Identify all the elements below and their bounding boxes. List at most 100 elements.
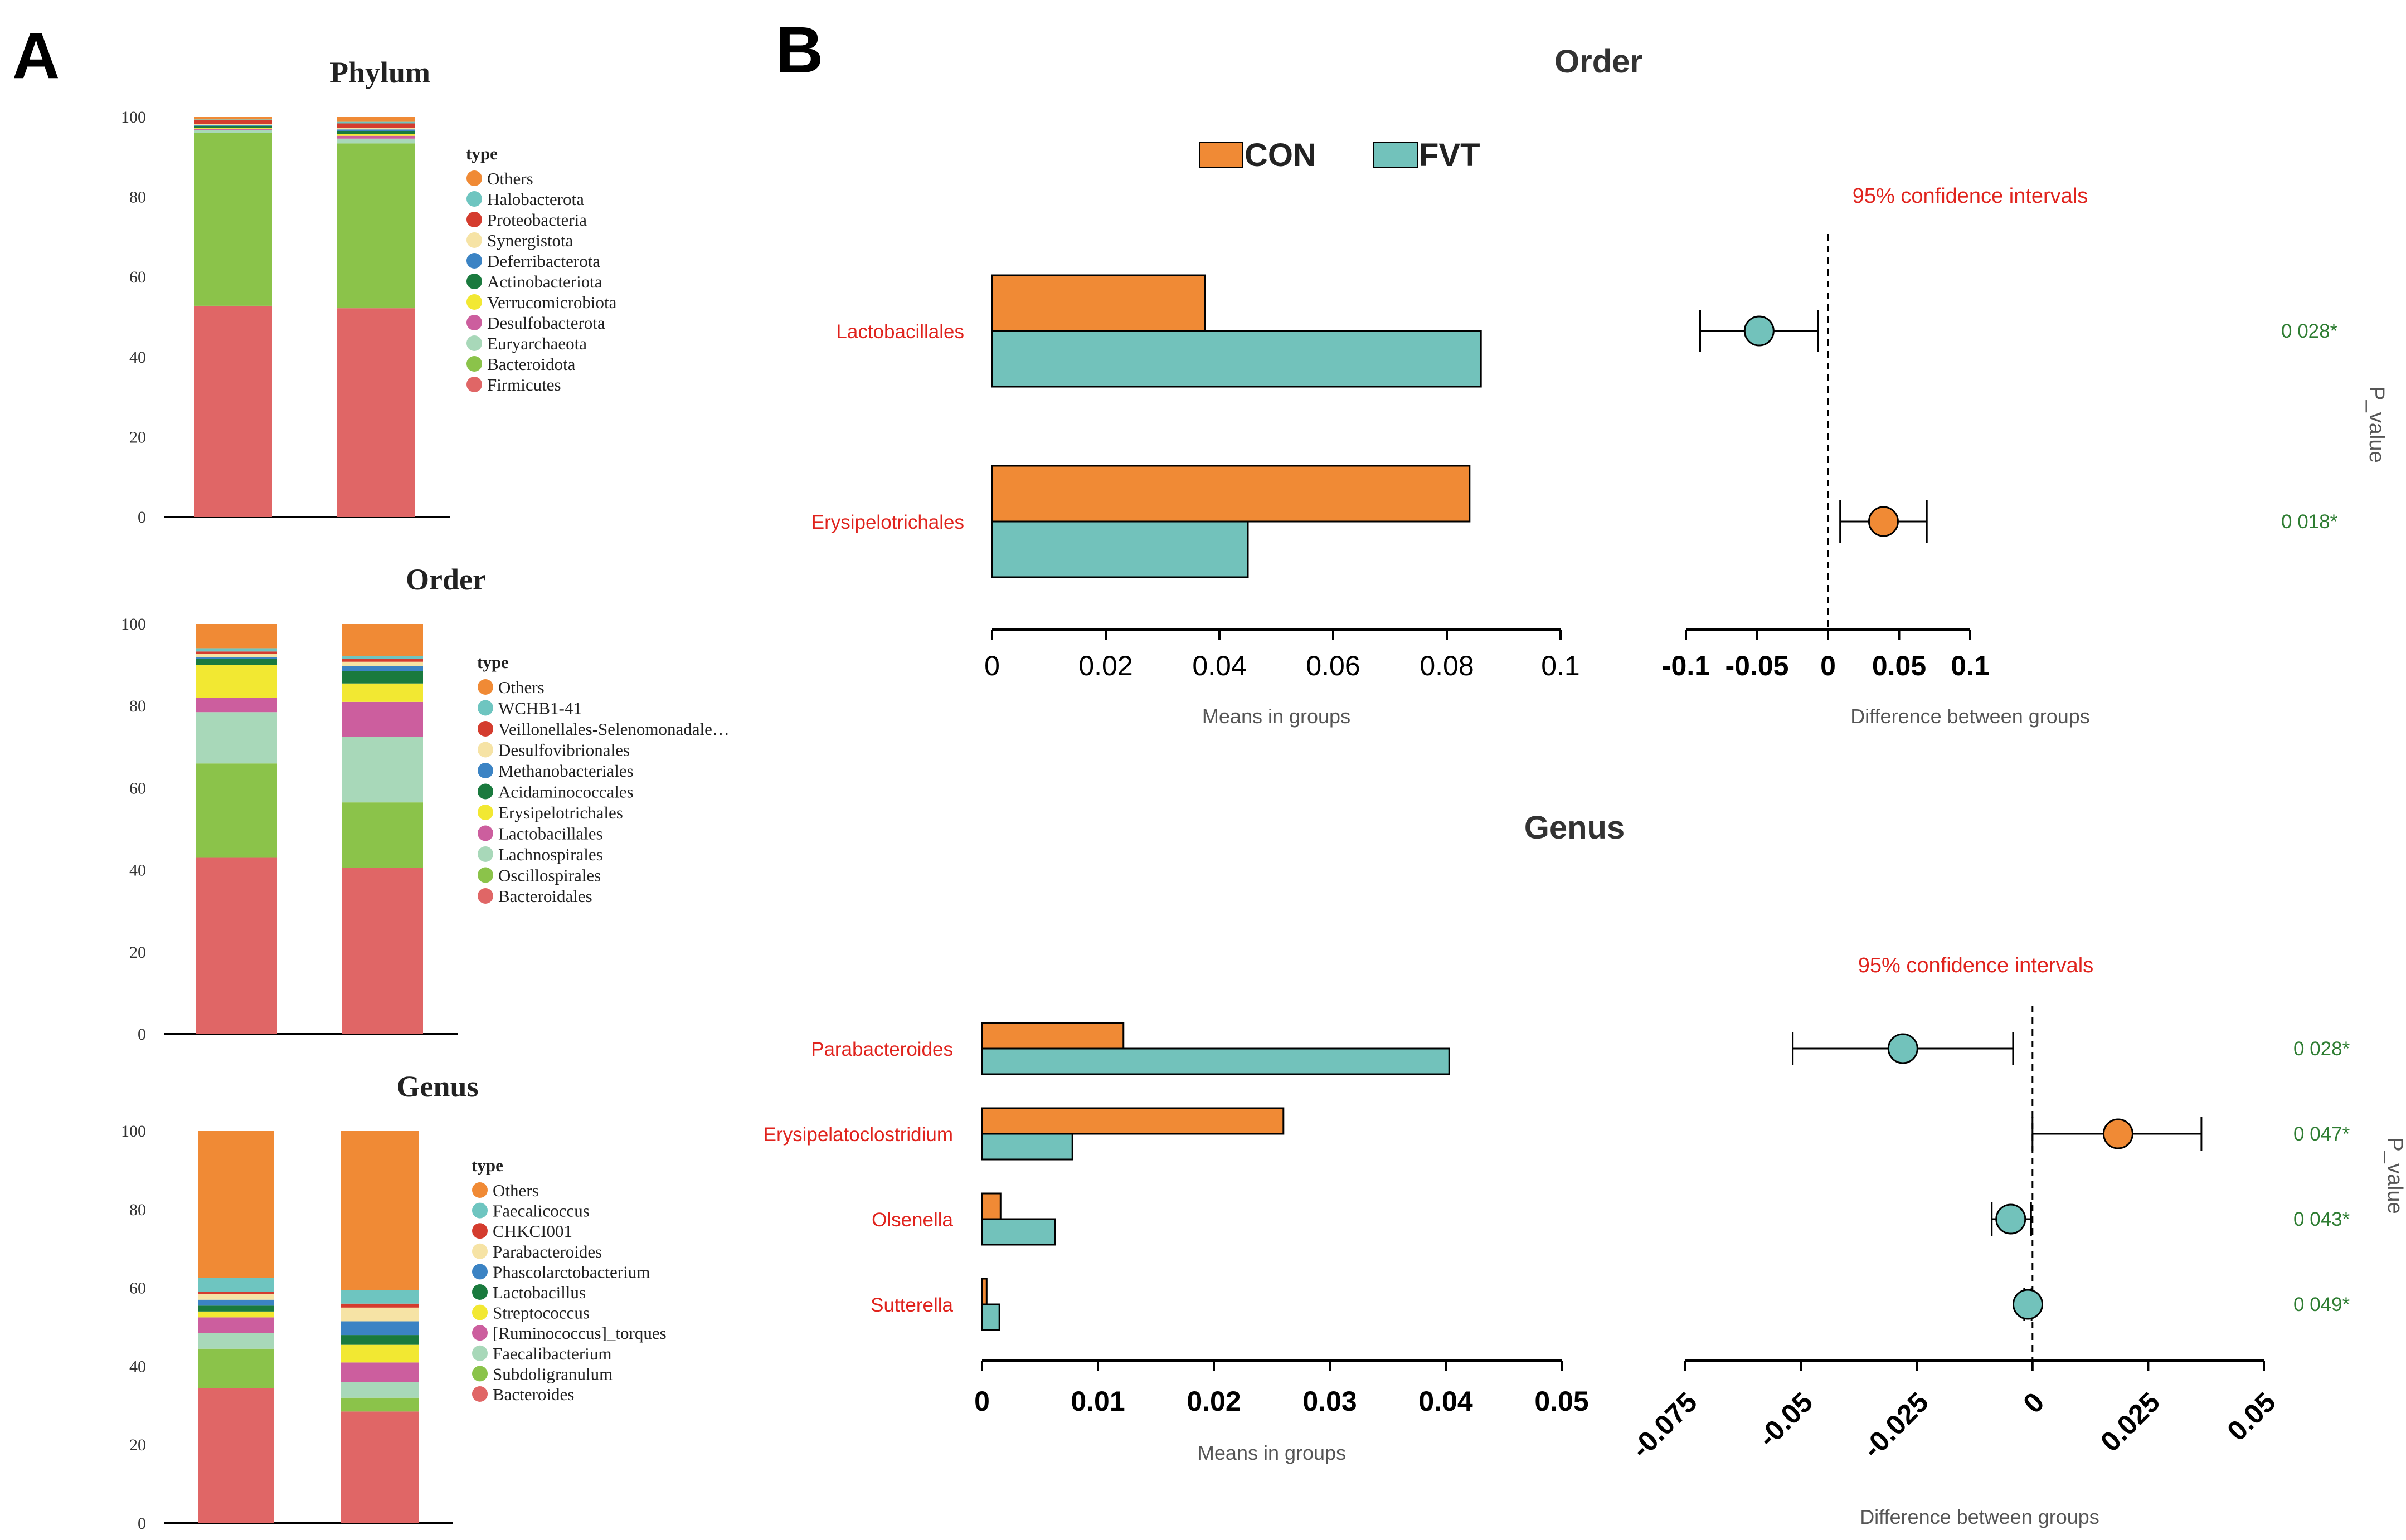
bar-segment-con-others bbox=[198, 1131, 274, 1278]
confidence-interval-charts: 95% confidence intervals -0.1 -0.05 0 0.05 0.… bbox=[1625, 184, 2406, 1528]
legend-label-synergistota: Synergistota bbox=[487, 231, 573, 250]
legend-marker-lactobacillales bbox=[478, 825, 493, 841]
bar-segment-fvt-others bbox=[341, 1131, 419, 1290]
legend-marker-methanobacteriales bbox=[478, 763, 493, 778]
legend-label-bacteroidales: Bacteroidales bbox=[498, 886, 592, 906]
bar-segment-con-faecalibacterium bbox=[198, 1333, 274, 1349]
legend-marker-verrucomicrobiota bbox=[466, 294, 482, 310]
bar-segment-con-veillonellales-selenomonadale bbox=[196, 651, 277, 654]
ci-point-olsenella bbox=[1995, 1203, 2026, 1235]
bar-segment-con-bacteroidales bbox=[196, 857, 277, 1034]
x-tick-label: 0 bbox=[984, 650, 1000, 681]
x-tick-label: 0.02 bbox=[1078, 650, 1132, 681]
category-label-erysipelatoclostridium: Erysipelatoclostridium bbox=[764, 1124, 953, 1146]
legend-marker-synergistota bbox=[466, 232, 482, 248]
x-tick-label: 0 bbox=[974, 1386, 990, 1417]
means-legend: CON FVT bbox=[1199, 137, 1480, 173]
legend-marker-bacteroidota bbox=[466, 356, 482, 372]
y-tick-label: 0 bbox=[138, 508, 146, 527]
legend-marker-phascolarctobacterium bbox=[472, 1264, 488, 1280]
bar-erysipelatoclostridium-fvt bbox=[981, 1133, 1073, 1161]
bar-erysipelatoclostridium-con bbox=[981, 1107, 1285, 1135]
x-tick-label: -0.05 bbox=[1752, 1386, 1819, 1453]
bar-segment-con-firmicutes bbox=[194, 305, 272, 517]
bar-segment-fvt-lachnospirales bbox=[342, 737, 423, 803]
legend-label-ruminococcus-torques: [Ruminococcus]_torques bbox=[493, 1323, 667, 1343]
legend-label-lachnospirales: Lachnospirales bbox=[498, 845, 603, 864]
p-value-erysipelotrichales: 0 018* bbox=[2281, 511, 2338, 533]
p-value-olsenella: 0 043* bbox=[2293, 1208, 2350, 1230]
legend-marker-deferribacterota bbox=[466, 253, 482, 269]
legend-swatch-con bbox=[1199, 142, 1243, 168]
legend-marker-bacteroidales bbox=[478, 888, 493, 904]
bar-segment-con-others bbox=[196, 624, 277, 649]
p-value-axis-label: P_value bbox=[2383, 1137, 2406, 1214]
legend-marker-faecalibacterium bbox=[472, 1345, 488, 1361]
bar-segment-con-others bbox=[194, 117, 272, 120]
bar-segment-fvt-others bbox=[337, 117, 415, 122]
bar-segment-fvt-chkci001 bbox=[341, 1303, 419, 1308]
legend-label-desulfovibrionales: Desulfovibrionales bbox=[498, 740, 630, 760]
bar-segment-con-synergistota bbox=[194, 124, 272, 125]
legend-marker-others bbox=[466, 170, 482, 186]
legend-label-veillonellales-selenomonadale: Veillonellales-Selenomonadale… bbox=[498, 719, 730, 739]
x-tick-label: 0.05 bbox=[1534, 1386, 1588, 1417]
ci-title: 95% confidence intervals bbox=[1858, 954, 2093, 977]
category-label-erysipelotrichales: Erysipelotrichales bbox=[811, 511, 964, 533]
chart-title: Genus bbox=[396, 1070, 478, 1103]
bar-segment-fvt-bacteroidota bbox=[337, 143, 415, 309]
legend-label-deferribacterota: Deferribacterota bbox=[487, 251, 600, 271]
x-tick-label: 0.01 bbox=[1071, 1386, 1125, 1417]
bar-segment-con-actinobacteriota bbox=[194, 125, 272, 128]
bar-segment-fvt-ruminococcus-torques bbox=[341, 1362, 419, 1382]
bar-segment-con-wchb1-41 bbox=[196, 648, 277, 652]
chart-title: Order bbox=[1554, 43, 1642, 80]
bar-segment-fvt-wchb1-41 bbox=[342, 656, 423, 659]
legend-marker-veillonellales-selenomonadale bbox=[478, 721, 493, 737]
legend-label-others: Others bbox=[498, 678, 545, 697]
legend-label-methanobacteriales: Methanobacteriales bbox=[498, 761, 634, 781]
legend-label-others: Others bbox=[487, 169, 533, 188]
bar-segment-fvt-lactobacillales bbox=[342, 701, 423, 737]
legend-title: type bbox=[477, 652, 509, 672]
legend-label-bacteroides: Bacteroides bbox=[493, 1385, 574, 1404]
ci-title: 95% confidence intervals bbox=[1853, 184, 2088, 208]
category-label-sutterella: Sutterella bbox=[871, 1294, 953, 1316]
bar-segment-fvt-parabacteroides bbox=[341, 1307, 419, 1322]
legend-title: type bbox=[466, 144, 498, 163]
bar-segment-con-desulfobacterota bbox=[194, 128, 272, 130]
p-value-sutterella: 0 049* bbox=[2293, 1294, 2350, 1315]
legend-marker-actinobacteriota bbox=[466, 274, 482, 289]
bar-segment-con-subdoligranulum bbox=[198, 1348, 274, 1388]
x-axis-label: Difference between groups bbox=[1850, 705, 2090, 728]
bar-segment-fvt-verrucomicrobiota bbox=[337, 134, 415, 136]
bar-segment-fvt-euryarchaeota bbox=[337, 138, 415, 144]
bar-segment-con-methanobacteriales bbox=[196, 657, 277, 659]
legend-label-chkci001: CHKCI001 bbox=[493, 1221, 572, 1241]
legend-marker-lactobacillus bbox=[472, 1284, 488, 1300]
legend-label-con: CON bbox=[1245, 137, 1316, 173]
bar-segment-fvt-methanobacteriales bbox=[342, 666, 423, 671]
x-tick-label: -0.025 bbox=[1856, 1386, 1934, 1464]
legend-label-parabacteroides: Parabacteroides bbox=[493, 1242, 602, 1261]
bar-segment-fvt-oscillospirales bbox=[342, 802, 423, 868]
bar-lactobacillales-con bbox=[991, 274, 1206, 332]
y-tick-label: 100 bbox=[121, 108, 146, 126]
bar-segment-fvt-streptococcus bbox=[341, 1344, 419, 1363]
y-tick-label: 20 bbox=[129, 428, 146, 446]
bar-segment-fvt-proteobacteria bbox=[337, 123, 415, 128]
chart-title: Genus bbox=[1524, 810, 1625, 846]
bar-segment-fvt-desulfobacterota bbox=[337, 135, 415, 139]
y-tick-label: 80 bbox=[129, 1201, 146, 1219]
x-tick-label: 0.04 bbox=[1192, 650, 1246, 681]
bar-segment-fvt-others bbox=[342, 624, 423, 656]
legend-marker-oscillospirales bbox=[478, 867, 493, 883]
legend-marker-others bbox=[478, 679, 493, 695]
bar-olsenella-con bbox=[981, 1192, 1002, 1220]
x-tick-label: 0.04 bbox=[1418, 1386, 1473, 1417]
legend-label-lactobacillales: Lactobacillales bbox=[498, 824, 603, 844]
legend-label-erysipelotrichales: Erysipelotrichales bbox=[498, 803, 623, 822]
y-tick-label: 40 bbox=[129, 348, 146, 367]
legend-label-firmicutes: Firmicutes bbox=[487, 375, 561, 394]
